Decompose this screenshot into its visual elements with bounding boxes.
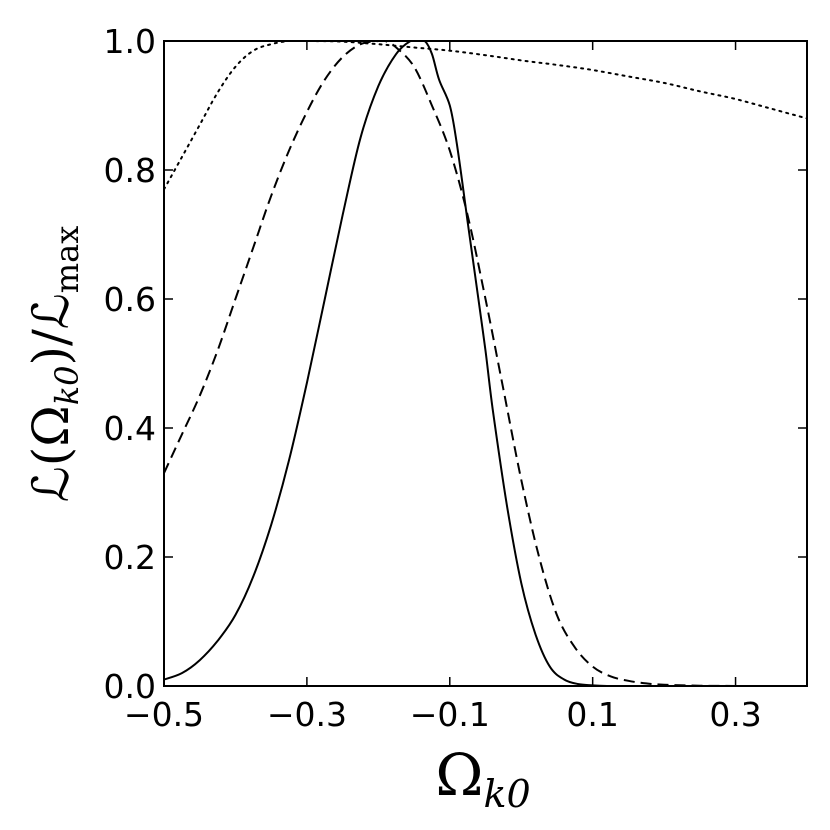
y-tick-label: 0.8 — [104, 151, 156, 190]
plot-frame — [163, 40, 808, 687]
y-tick-label: 0.6 — [104, 280, 156, 319]
y-axis-label: ℒ(Ωk0)/ℒmax — [22, 226, 86, 503]
series-line-dashed — [164, 41, 807, 686]
x-tick-label: 0.1 — [566, 695, 618, 734]
x-axis-label-sub: k0 — [483, 772, 530, 816]
tick-layer: −0.5 −0.3 −0.1 0.1 0.3 0.0 0.2 0.4 0.6 0.8 1.0 — [104, 22, 807, 734]
y-axis-label-rhs-sub: max — [48, 226, 86, 293]
y-axis-label-lhs-sub: k0 — [48, 366, 86, 406]
y-tick-label: 0.2 — [104, 538, 156, 577]
y-axis-label-mid: )/ℒ — [22, 293, 80, 365]
x-axis-label-base: Ω — [435, 741, 483, 809]
y-axis-label-lhs: ℒ(Ω — [22, 405, 80, 502]
x-tick-label: −0.5 — [124, 695, 204, 734]
x-tick-label: 0.3 — [709, 695, 761, 734]
x-tick-label: −0.1 — [410, 695, 490, 734]
series-layer — [164, 41, 807, 686]
y-tick-label: 1.0 — [104, 22, 156, 61]
x-axis-label: Ωk0 — [435, 741, 530, 816]
y-tick-label: 0.4 — [104, 409, 156, 448]
series-line-dotted — [164, 41, 807, 191]
y-tick-label: 0.0 — [104, 667, 156, 706]
x-tick-label: −0.3 — [267, 695, 347, 734]
series-line-solid — [164, 41, 700, 686]
